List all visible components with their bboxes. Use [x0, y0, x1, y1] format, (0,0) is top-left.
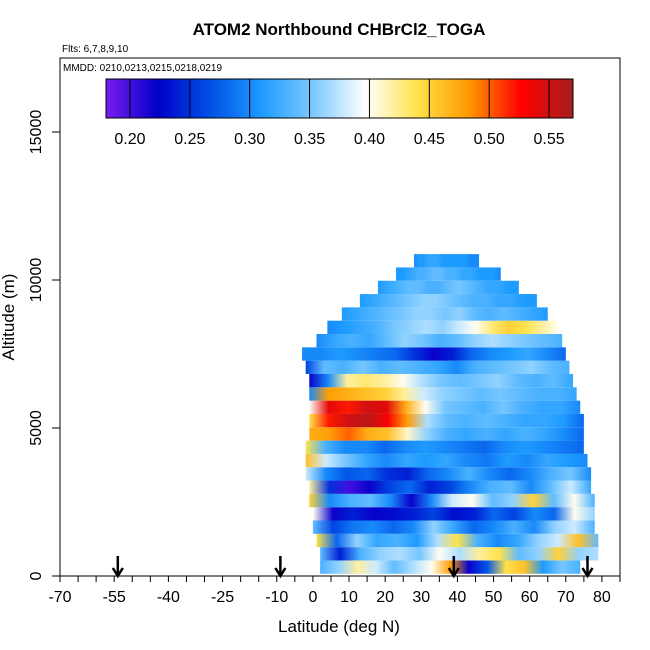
y-tick-label: 10000	[28, 258, 45, 303]
colorbar-tick-lines	[129, 79, 550, 118]
x-tick-label: -70	[48, 589, 71, 606]
y-axis: 0 5000 10000 15000	[28, 110, 60, 580]
colorbar-tick-label: 0.45	[414, 131, 445, 148]
colorbar-tick-label: 0.25	[174, 131, 205, 148]
heatmap-layer	[320, 547, 599, 561]
heatmap-layer	[316, 533, 599, 548]
heatmap-layer	[414, 254, 480, 268]
colorbar-tick-label: 0.50	[474, 131, 505, 148]
profile-arrows	[111, 556, 594, 579]
x-tick-label: 80	[593, 589, 611, 606]
x-axis-label: Latitude (deg N)	[278, 617, 400, 636]
heatmap-layers	[302, 254, 599, 574]
heatmap-layer	[309, 480, 592, 494]
x-axis: -70 -55 -40 -25 -10 0 10 20 30 40 50 60 70 80	[48, 576, 621, 606]
plot-area-frame	[59, 57, 621, 577]
heatmap-layer	[309, 373, 574, 388]
colorbar-tick-label: 0.40	[354, 131, 385, 148]
flights-label: Flts: 6,7,8,9,10	[62, 44, 129, 55]
heatmap-layer	[359, 294, 537, 308]
heatmap-layer	[396, 267, 501, 281]
chart-title: ATOM2 Northbound CHBrCl2_TOGA	[193, 20, 486, 39]
y-tick-label: 0	[28, 571, 45, 580]
heatmap-layer	[327, 320, 559, 335]
heatmap-layer	[312, 507, 595, 521]
colorbar-tick-label: 0.35	[294, 131, 325, 148]
x-tick-label: -55	[103, 589, 126, 606]
x-tick-label: 70	[557, 589, 575, 606]
profile-arrowhead	[274, 567, 287, 579]
profile-arrowhead	[111, 567, 124, 579]
x-tick-label: 10	[340, 589, 358, 606]
y-tick-label: 15000	[28, 110, 45, 155]
x-tick-label: 0	[308, 589, 317, 606]
heatmap-layer	[309, 427, 584, 441]
colorbar-tick-label: 0.20	[114, 131, 145, 148]
colorbar	[106, 79, 573, 118]
profile-arrowhead	[447, 567, 460, 579]
dates-label: MMDD: 0210,0213,0215,0218,0219	[63, 63, 222, 74]
colorbar-tick-labels: 0.20 0.25 0.30 0.35 0.40 0.45 0.50 0.55	[114, 131, 564, 148]
y-axis-label: Altitude (m)	[0, 274, 18, 361]
heatmap-layer	[309, 400, 581, 414]
heatmap-layer	[305, 440, 584, 454]
x-tick-label: -40	[157, 589, 180, 606]
heatmap-layer	[305, 453, 588, 468]
heatmap-layer	[316, 334, 563, 348]
colorbar-frame	[105, 78, 574, 119]
heatmap-layer	[309, 493, 595, 508]
x-tick-label: 20	[376, 589, 394, 606]
x-tick-label: -25	[211, 589, 234, 606]
heatmap-layer	[377, 280, 519, 295]
heatmap-layer	[341, 307, 548, 321]
x-tick-label: 30	[412, 589, 430, 606]
x-tick-label: -10	[265, 589, 288, 606]
y-tick-label: 5000	[28, 410, 45, 446]
heatmap-layer	[305, 467, 592, 481]
heatmap-layer	[312, 520, 595, 534]
x-tick-label: 50	[485, 589, 503, 606]
heatmap-layer	[309, 387, 577, 401]
colorbar-tick-label: 0.55	[533, 131, 564, 148]
heatmap-layer	[309, 413, 584, 428]
x-tick-label: 40	[449, 589, 467, 606]
heatmap-layer	[302, 347, 566, 361]
colorbar-tick-label: 0.30	[234, 131, 265, 148]
heatmap-layer	[305, 360, 570, 374]
profile-arrowhead	[581, 567, 594, 579]
heatmap-layer	[320, 560, 581, 574]
x-tick-label: 60	[521, 589, 539, 606]
